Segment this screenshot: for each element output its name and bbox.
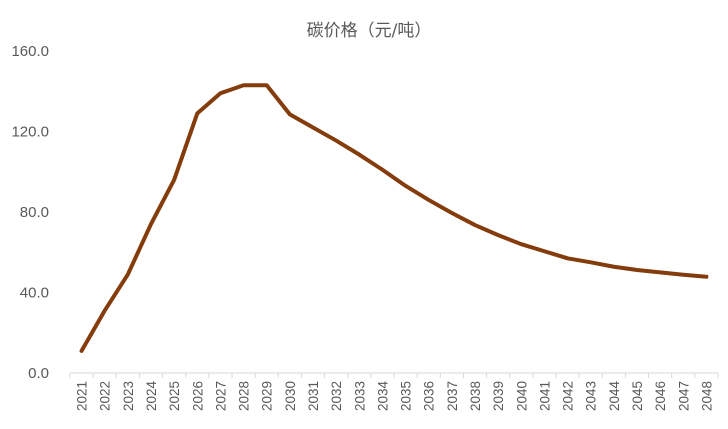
series-group — [79, 83, 709, 353]
chart-title: 碳价格（元/吨） — [307, 21, 432, 41]
x-tick-label: 2024 — [144, 381, 159, 412]
x-tick-label: 2045 — [630, 381, 645, 411]
x-tick-label: 2021 — [75, 381, 90, 411]
x-tick-label: 2032 — [329, 381, 344, 411]
x-tick-label: 2028 — [237, 381, 252, 411]
x-tick-label: 2046 — [653, 381, 668, 411]
x-tick-label: 2037 — [445, 381, 460, 411]
y-tick-label: 0.0 — [28, 365, 49, 382]
x-tick-label: 2044 — [607, 381, 622, 412]
x-tick-label: 2023 — [121, 381, 136, 411]
y-tick-label: 80.0 — [20, 204, 49, 221]
y-tick-label: 40.0 — [20, 285, 49, 302]
x-axis: 2021 2022 2023 2024 2025 2026 2027 2028 2029 2030… — [69, 373, 719, 412]
x-tick-label: 2026 — [190, 381, 205, 411]
y-tick-label: 160.0 — [11, 43, 49, 60]
x-tick-label: 2034 — [375, 381, 390, 412]
x-tick-label: 2048 — [699, 381, 714, 411]
x-tick-label: 2030 — [283, 381, 298, 411]
x-tick-label: 2043 — [584, 381, 599, 411]
x-tick-label: 2029 — [260, 381, 275, 411]
x-tick-label: 2035 — [399, 381, 414, 411]
x-tick-label: 2025 — [167, 381, 182, 411]
x-tick-label: 2022 — [98, 381, 113, 411]
x-tick-label: 2040 — [514, 381, 529, 411]
x-tick-label: 2039 — [491, 381, 506, 411]
x-tick-label: 2027 — [213, 381, 228, 411]
y-tick-label: 120.0 — [11, 124, 49, 141]
x-tick-label: 2031 — [306, 381, 321, 411]
x-tick-label: 2042 — [561, 381, 576, 411]
x-tick-label: 2038 — [468, 381, 483, 411]
y-axis: 0.0 40.0 80.0 120.0 160.0 — [11, 43, 49, 382]
x-tick-label: 2036 — [422, 381, 437, 411]
x-tick-label: 2047 — [676, 381, 691, 411]
series-line — [79, 83, 709, 353]
x-tick-label: 2041 — [537, 381, 552, 411]
x-tick-label: 2033 — [352, 381, 367, 411]
